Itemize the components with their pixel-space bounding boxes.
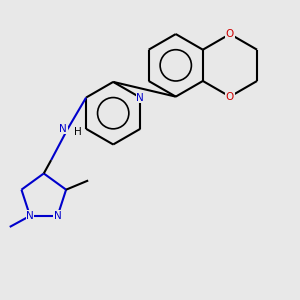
Text: N: N	[26, 211, 34, 221]
Text: O: O	[226, 29, 234, 39]
Text: N: N	[54, 211, 61, 221]
Text: N: N	[59, 124, 67, 134]
Text: N: N	[136, 93, 144, 103]
Text: H: H	[74, 127, 82, 137]
Text: O: O	[226, 92, 234, 102]
